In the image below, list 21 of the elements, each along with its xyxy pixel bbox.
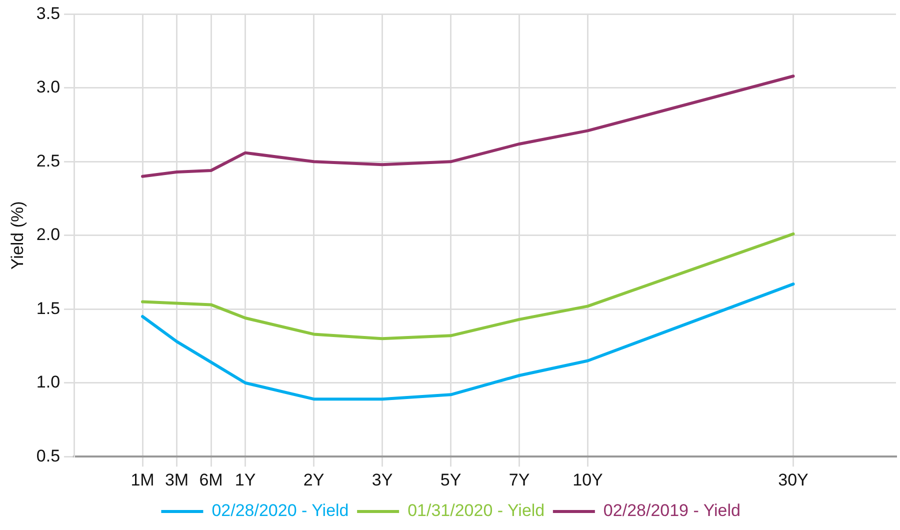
x-tick-label: 3Y — [372, 470, 393, 490]
x-tick-label: 6M — [199, 470, 223, 490]
x-tick-label: 1Y — [234, 470, 256, 490]
legend-label: 01/31/2020 - Yield — [408, 501, 545, 520]
x-tick-label: 5Y — [440, 470, 462, 490]
y-tick-label: 3.0 — [36, 78, 60, 97]
x-tick-label: 7Y — [508, 470, 530, 490]
y-tick-label: 2.5 — [36, 151, 60, 170]
x-tick-label: 2Y — [303, 470, 324, 490]
y-tick-label: 2.0 — [36, 225, 60, 244]
x-tick-label: 10Y — [572, 470, 603, 490]
y-axis-title: Yield (%) — [8, 201, 27, 270]
x-tick-label: 30Y — [778, 470, 808, 490]
legend-label: 02/28/2019 - Yield — [603, 501, 740, 520]
legend-label: 02/28/2020 - Yield — [212, 501, 349, 520]
x-tick-label: 3M — [164, 470, 189, 490]
x-tick-label: 1M — [130, 470, 154, 490]
y-tick-label: 0.5 — [36, 446, 60, 466]
y-tick-label: 1.5 — [36, 298, 60, 318]
y-tick-label: 3.5 — [36, 4, 60, 23]
y-tick-label: 1.0 — [36, 372, 60, 392]
